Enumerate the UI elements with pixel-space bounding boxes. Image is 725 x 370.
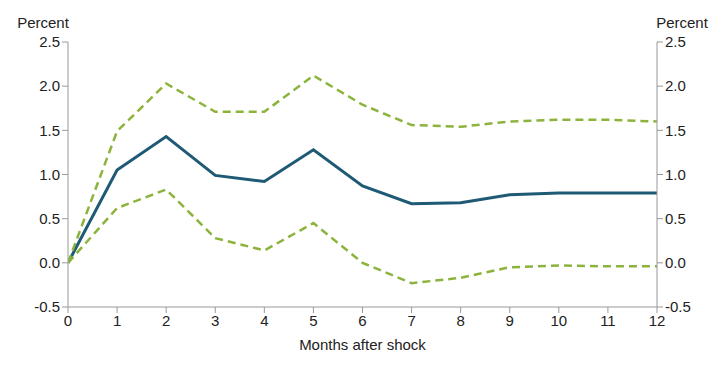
svg-text:1.5: 1.5 — [39, 122, 60, 139]
svg-text:1.0: 1.0 — [665, 166, 686, 183]
svg-text:Months after shock: Months after shock — [299, 336, 426, 353]
svg-text:-0.5: -0.5 — [665, 298, 691, 315]
svg-text:5: 5 — [309, 312, 317, 329]
svg-text:0.0: 0.0 — [665, 254, 686, 271]
svg-text:0.0: 0.0 — [39, 254, 60, 271]
svg-text:11: 11 — [600, 312, 616, 329]
svg-text:7: 7 — [407, 312, 415, 329]
svg-text:8: 8 — [456, 312, 464, 329]
svg-text:-0.5: -0.5 — [34, 298, 60, 315]
svg-text:1.5: 1.5 — [665, 122, 686, 139]
svg-text:2.5: 2.5 — [39, 33, 60, 50]
svg-text:10: 10 — [550, 312, 567, 329]
svg-text:3: 3 — [211, 312, 219, 329]
svg-text:1: 1 — [113, 312, 121, 329]
svg-text:2.5: 2.5 — [665, 33, 686, 50]
svg-text:4: 4 — [260, 312, 268, 329]
svg-text:0.5: 0.5 — [665, 210, 686, 227]
svg-text:0: 0 — [64, 312, 72, 329]
svg-text:1.0: 1.0 — [39, 166, 60, 183]
svg-text:2.0: 2.0 — [39, 77, 60, 94]
svg-text:Percent: Percent — [17, 14, 70, 31]
svg-text:2: 2 — [162, 312, 170, 329]
svg-text:0.5: 0.5 — [39, 210, 60, 227]
svg-text:Percent: Percent — [656, 14, 709, 31]
svg-text:2.0: 2.0 — [665, 77, 686, 94]
svg-text:12: 12 — [649, 312, 666, 329]
svg-text:9: 9 — [506, 312, 514, 329]
svg-text:6: 6 — [358, 312, 366, 329]
